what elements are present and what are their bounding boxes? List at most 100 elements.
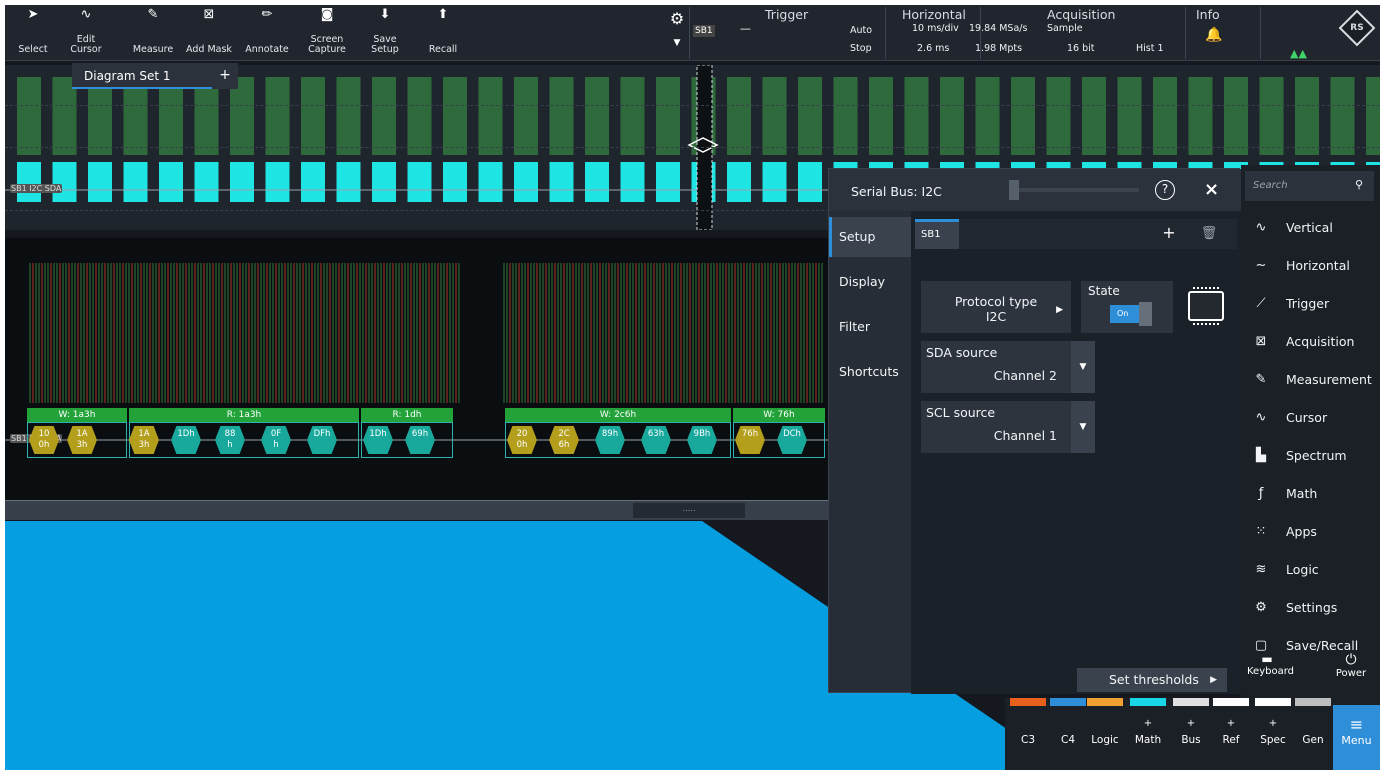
byte-value[interactable]: 76h xyxy=(735,426,765,454)
byte-value[interactable]: 1Dh xyxy=(171,426,201,454)
signal-button-ref[interactable]: + Ref xyxy=(1213,698,1249,770)
frame-label[interactable]: W: 1a3h xyxy=(27,408,127,422)
measurement-icon: ✎ xyxy=(1255,372,1267,387)
byte-value[interactable]: 1A 3h xyxy=(67,426,97,454)
signal-button-c3[interactable]: C3 xyxy=(1010,698,1046,770)
byte-value[interactable]: 9Bh xyxy=(687,426,717,454)
add-bus-button[interactable]: + xyxy=(1162,223,1176,242)
menu-item-spectrum[interactable]: ▙ Spectrum xyxy=(1241,437,1380,475)
sda-source-select[interactable]: SDA source Channel 2 ▼ xyxy=(921,341,1095,393)
blue-overlay-shape xyxy=(5,521,1067,770)
signal-button-c4[interactable]: C4 xyxy=(1050,698,1086,770)
menu-item-vertical[interactable]: ∿ Vertical xyxy=(1241,209,1380,247)
ruler-icon: ✎ xyxy=(147,7,159,22)
overview-sda-burst xyxy=(265,162,290,202)
search-input[interactable]: Search xyxy=(1245,171,1374,201)
menu-item-math[interactable]: ƒ Math xyxy=(1241,475,1380,513)
screen-capture-button[interactable]: ◙ Screen Capture xyxy=(308,7,346,55)
byte-value[interactable]: 20 0h xyxy=(507,426,537,454)
byte-value[interactable]: 2C 6h xyxy=(549,426,579,454)
recall-icon: ⬆ xyxy=(437,7,449,22)
signal-button-logic[interactable]: Logic xyxy=(1087,698,1123,770)
save-setup-button[interactable]: ⬇ Save Setup xyxy=(371,7,399,55)
close-icon[interactable]: × xyxy=(1204,179,1220,200)
gear-icon: ⚙ xyxy=(669,9,685,28)
overview-burst xyxy=(1366,77,1380,155)
tab-filter[interactable]: Filter xyxy=(839,319,870,334)
byte-value[interactable]: 10 0h xyxy=(29,426,59,454)
byte-value[interactable]: 1A 3h xyxy=(129,426,159,454)
diagram-plot-overview[interactable]: SB1 I2C SDA xyxy=(5,64,1380,231)
overview-burst xyxy=(514,77,538,155)
overview-sda-burst xyxy=(762,162,787,202)
overview-sda-burst xyxy=(620,162,645,202)
menu-item-acquisition[interactable]: ⊠ Acquisition xyxy=(1241,323,1380,361)
byte-value[interactable]: DFh xyxy=(307,426,337,454)
protocol-type-button[interactable]: Protocol type I2C ▶ xyxy=(921,281,1071,333)
power-button[interactable]: ⏻ Power xyxy=(1331,652,1371,679)
set-thresholds-button[interactable]: Set thresholds ▶ xyxy=(1077,668,1227,692)
signal-button-math[interactable]: + Math xyxy=(1130,698,1166,770)
keyboard-button[interactable]: ▬ Keyboard xyxy=(1247,652,1295,677)
frame-label[interactable]: W: 2c6h xyxy=(505,408,731,422)
byte-value[interactable]: DCh xyxy=(777,426,807,454)
byte-value[interactable]: 69h xyxy=(405,426,435,454)
edit-cursor-button[interactable]: ∿ Edit Cursor xyxy=(70,7,102,55)
menu-item-measurement[interactable]: ✎ Measurement xyxy=(1241,361,1380,399)
overview-burst xyxy=(407,77,432,155)
tab-display[interactable]: Display xyxy=(839,274,886,289)
tab-sb1[interactable]: SB1 xyxy=(915,219,959,249)
recall-button[interactable]: ⬆ Recall xyxy=(428,7,458,55)
menu-item-logic[interactable]: ≋ Logic xyxy=(1241,551,1380,589)
save-icon: ⬇ xyxy=(379,7,391,22)
add-mask-button[interactable]: ⊠ Add Mask xyxy=(186,7,232,55)
frame-box xyxy=(505,422,731,458)
menu-item-trigger[interactable]: ⟋ Trigger xyxy=(1241,285,1380,323)
signal-button-bus[interactable]: + Bus xyxy=(1173,698,1209,770)
splitter-bar[interactable] xyxy=(5,500,835,520)
splitter-grip[interactable]: ..... xyxy=(633,503,745,518)
menu-item-settings[interactable]: ⚙ Settings xyxy=(1241,589,1380,627)
frame-label[interactable]: R: 1a3h xyxy=(129,408,359,422)
overview-sda-burst xyxy=(549,162,574,202)
menu-item-save-recall[interactable]: ▢ Save/Recall xyxy=(1241,627,1380,665)
frame-label[interactable]: W: 76h xyxy=(733,408,825,422)
slider-handle[interactable] xyxy=(1009,180,1019,200)
trigger-icon: ⟋ xyxy=(1256,296,1266,311)
byte-value[interactable]: 89h xyxy=(595,426,625,454)
annotate-button[interactable]: ✏ Annotate xyxy=(245,7,289,55)
frame-label[interactable]: R: 1dh xyxy=(361,408,453,422)
tab-diagram-set-1[interactable]: Diagram Set 1 xyxy=(72,63,212,89)
dropdown-arrow-icon[interactable]: ▼ xyxy=(1071,341,1095,393)
dropdown-arrow-icon[interactable]: ▼ xyxy=(1071,401,1095,453)
tab-shortcuts[interactable]: Shortcuts xyxy=(839,364,899,379)
scl-source-select[interactable]: SCL source Channel 1 ▼ xyxy=(921,401,1095,453)
menu-item-apps[interactable]: ⁙ Apps xyxy=(1241,513,1380,551)
select-button[interactable]: ➤ Select xyxy=(18,7,48,55)
menu-button[interactable]: ≡ Menu xyxy=(1333,705,1380,770)
trash-icon[interactable]: 🗑 xyxy=(1200,226,1218,241)
overview-sda-burst xyxy=(194,162,219,202)
menu-item-horizontal[interactable]: ∼ Horizontal xyxy=(1241,247,1380,285)
overview-burst xyxy=(975,77,1000,155)
pencil-icon: ✏ xyxy=(261,7,273,22)
add-diagram-button[interactable]: + xyxy=(212,63,238,89)
help-icon[interactable]: ? xyxy=(1155,180,1175,200)
transparency-slider[interactable] xyxy=(1009,188,1139,192)
overview-burst xyxy=(727,77,751,155)
tab-setup[interactable]: Setup xyxy=(829,217,911,257)
overview-burst xyxy=(798,77,822,155)
measure-button[interactable]: ✎ Measure xyxy=(132,7,174,55)
frame-box xyxy=(361,422,453,458)
byte-value[interactable]: 0F h xyxy=(261,426,291,454)
signal-button-gen[interactable]: Gen xyxy=(1295,698,1331,770)
byte-value[interactable]: 63h xyxy=(641,426,671,454)
byte-value[interactable]: 1Dh xyxy=(363,426,393,454)
horizontal-icon: ∼ xyxy=(1255,258,1267,273)
byte-value[interactable]: 88 h xyxy=(215,426,245,454)
menu-item-cursor[interactable]: ∿ Cursor xyxy=(1241,399,1380,437)
state-toggle[interactable]: On xyxy=(1110,302,1152,326)
signal-button-spec[interactable]: + Spec xyxy=(1255,698,1291,770)
settings-gear-button[interactable]: ⚙ ▼ xyxy=(665,9,689,57)
